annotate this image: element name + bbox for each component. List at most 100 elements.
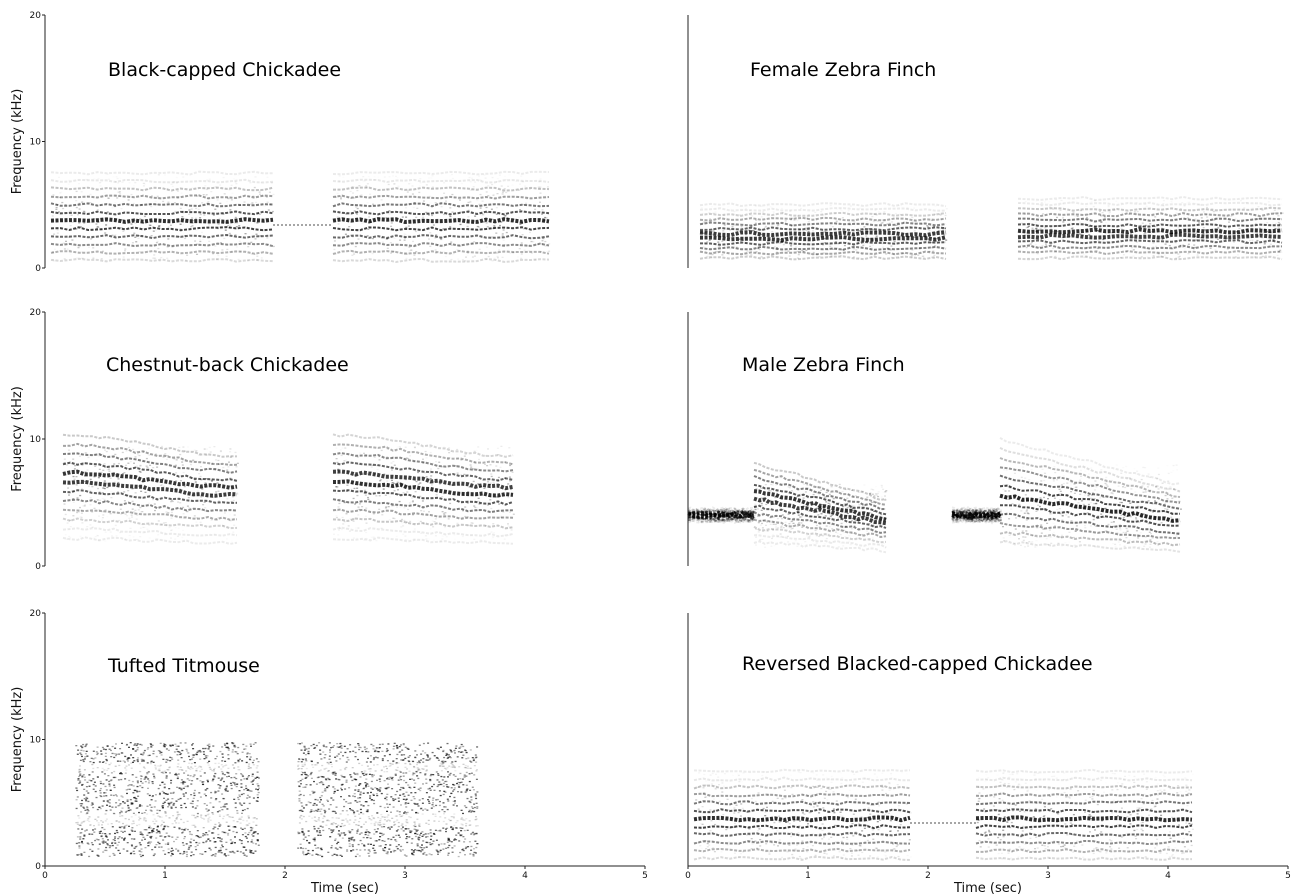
harmonic-band <box>693 855 911 861</box>
harmonic-band <box>62 442 238 466</box>
harmonic-band <box>687 506 755 512</box>
harmonic-band <box>62 517 238 530</box>
harmonic-band <box>951 508 1001 515</box>
harmonic-band <box>699 245 947 251</box>
harmonic-band <box>975 832 1193 838</box>
harmonic-band <box>1017 244 1282 250</box>
panel-title: Black-capped Chickadee <box>108 59 341 81</box>
harmonic-band <box>999 512 1181 535</box>
panel-2: Female Zebra Finch <box>687 15 1284 268</box>
harmonic-band <box>50 226 274 232</box>
harmonic-band <box>753 475 887 511</box>
harmonic-band <box>753 489 887 522</box>
x-tick-label: 2 <box>282 871 288 881</box>
harmonic-band <box>999 466 1181 504</box>
harmonic-band <box>975 815 1193 823</box>
harmonic-band <box>753 525 887 544</box>
harmonic-band <box>699 235 947 243</box>
syllable <box>75 742 260 858</box>
harmonic-band <box>62 489 238 504</box>
syllable <box>975 768 1194 861</box>
harmonic-band <box>50 210 274 216</box>
harmonic-band <box>50 202 274 208</box>
harmonic-band <box>50 233 274 240</box>
syllable <box>50 170 275 263</box>
harmonic-band <box>693 792 911 798</box>
y-tick-label: 20 <box>30 308 42 318</box>
harmonic-band <box>50 186 274 192</box>
harmonic-band <box>951 517 1001 524</box>
harmonic-band <box>62 479 238 498</box>
harmonic-band <box>50 249 274 255</box>
syllable <box>62 433 239 545</box>
syllable <box>1017 195 1284 261</box>
y-tick-label: 10 <box>30 435 42 445</box>
y-axis-label: Frequency (kHz) <box>10 386 25 492</box>
harmonic-band <box>50 170 274 176</box>
harmonic-band <box>50 194 274 200</box>
syllable <box>699 202 948 261</box>
syllable <box>753 461 888 554</box>
x-axis-label: Time (sec) <box>953 881 1022 895</box>
harmonic-band <box>693 784 911 790</box>
panel-1: 0 10 20 Frequency (kHz) Black-capped Chickad… <box>10 11 551 274</box>
x-tick-label: 2 <box>925 871 931 881</box>
harmonic-band <box>687 509 755 515</box>
harmonic-band <box>699 240 947 246</box>
y-tick-label: 10 <box>30 736 42 746</box>
harmonic-band <box>975 839 1193 846</box>
harmonic-band <box>1017 222 1282 228</box>
harmonic-band <box>50 178 274 184</box>
harmonic-band <box>975 824 1193 830</box>
harmonic-band <box>1017 195 1283 202</box>
panel-title: Chestnut-back Chickadee <box>106 354 349 376</box>
harmonic-band <box>693 832 911 838</box>
x-tick-label: 5 <box>1285 871 1291 881</box>
harmonic-band <box>332 433 514 458</box>
harmonic-band <box>753 540 887 554</box>
harmonic-band <box>332 178 550 184</box>
harmonic-band <box>975 856 1192 861</box>
harmonic-band <box>693 768 911 774</box>
harmonic-band <box>1017 217 1283 223</box>
harmonic-band <box>753 461 887 501</box>
harmonic-band <box>699 211 947 217</box>
harmonic-band <box>1017 201 1283 207</box>
harmonic-band <box>1017 227 1283 235</box>
harmonic-band <box>975 768 1193 774</box>
harmonic-band <box>50 242 274 248</box>
harmonic-band <box>999 474 1181 510</box>
y-tick-label: 0 <box>35 862 41 872</box>
spectrogram-ink <box>75 742 479 858</box>
panel-title: Male Zebra Finch <box>742 354 905 376</box>
harmonic-band <box>687 517 755 524</box>
y-tick-label: 0 <box>35 264 41 274</box>
syllable <box>332 170 551 264</box>
harmonic-band <box>753 504 887 529</box>
harmonic-band <box>753 496 887 526</box>
harmonic-band <box>1017 255 1283 261</box>
x-tick-label: 0 <box>42 871 48 881</box>
harmonic-band <box>699 216 947 222</box>
harmonic-band <box>1017 239 1283 245</box>
harmonic-band <box>1017 232 1283 240</box>
harmonic-band <box>999 504 1181 527</box>
harmonic-band <box>333 186 550 192</box>
harmonic-band <box>332 461 514 482</box>
x-tick-label: 1 <box>805 871 811 881</box>
harmonic-band <box>699 207 947 212</box>
syllable <box>687 506 756 525</box>
y-axis-label: Frequency (kHz) <box>10 687 25 793</box>
harmonic-band <box>693 824 911 830</box>
harmonic-band <box>332 194 550 200</box>
harmonic-band <box>999 484 1181 515</box>
syllable <box>693 768 912 861</box>
spectrogram-ink <box>62 433 515 545</box>
spectrogram-ink <box>687 437 1182 554</box>
x-tick-label: 3 <box>1045 871 1051 881</box>
harmonic-band <box>975 800 1193 806</box>
harmonic-band <box>687 516 755 522</box>
y-tick-label: 20 <box>30 11 42 21</box>
harmonic-band <box>332 498 514 514</box>
harmonic-band <box>975 776 1193 782</box>
